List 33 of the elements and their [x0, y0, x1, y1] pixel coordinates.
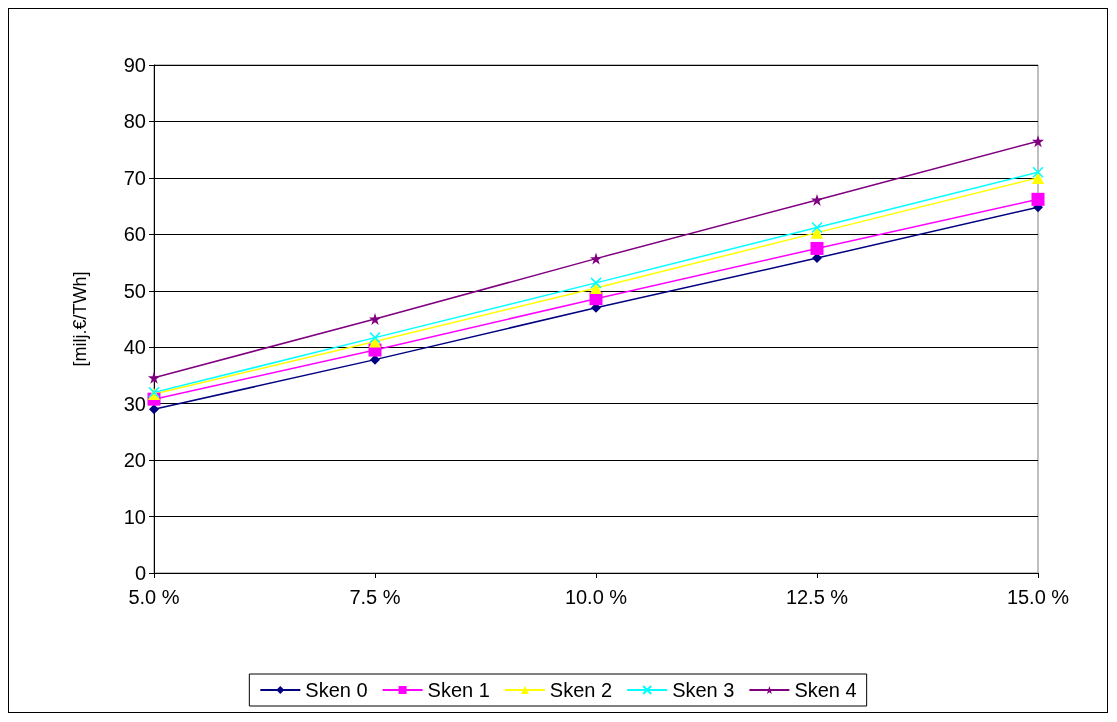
point: [590, 277, 602, 289]
point: [149, 404, 159, 415]
x-tick-label: 15.0 %: [1006, 586, 1070, 608]
y-tick-label: 30: [123, 392, 146, 415]
x-tick-label: 5.0 %: [128, 586, 180, 608]
y-tick-label: 60: [123, 223, 146, 246]
y-tick-label: 10: [123, 505, 146, 528]
point: [369, 331, 381, 344]
point: [1031, 192, 1045, 206]
legend-label: Sken 2: [549, 679, 613, 701]
y-tick-label: 70: [123, 166, 146, 189]
legend-label: Sken 0: [305, 679, 368, 701]
point: [811, 193, 823, 206]
y-axis-title: [milj.€/TWh]: [70, 271, 90, 367]
point: [812, 253, 822, 264]
x-tick-label: 12.5 %: [785, 586, 849, 608]
point: [590, 252, 602, 265]
y-tick-label: 40: [123, 336, 146, 359]
y-tick-label: 50: [123, 279, 146, 302]
legend-label: Sken 3: [672, 679, 735, 701]
x-tick-label: 10.0 %: [564, 586, 628, 608]
point: [148, 371, 160, 384]
point: [811, 221, 823, 234]
y-tick-label: 90: [123, 54, 146, 76]
point: [1032, 135, 1044, 148]
x-tick-label: 7.5 %: [349, 586, 401, 608]
point: [810, 241, 824, 255]
point: [1032, 166, 1044, 178]
y-tick-label: 80: [123, 110, 146, 133]
legend-label: Sken 1: [427, 679, 490, 701]
y-tick-label: 0: [134, 562, 146, 584]
legend-label: Sken 4: [794, 679, 857, 701]
y-tick-label: 20: [123, 449, 146, 472]
